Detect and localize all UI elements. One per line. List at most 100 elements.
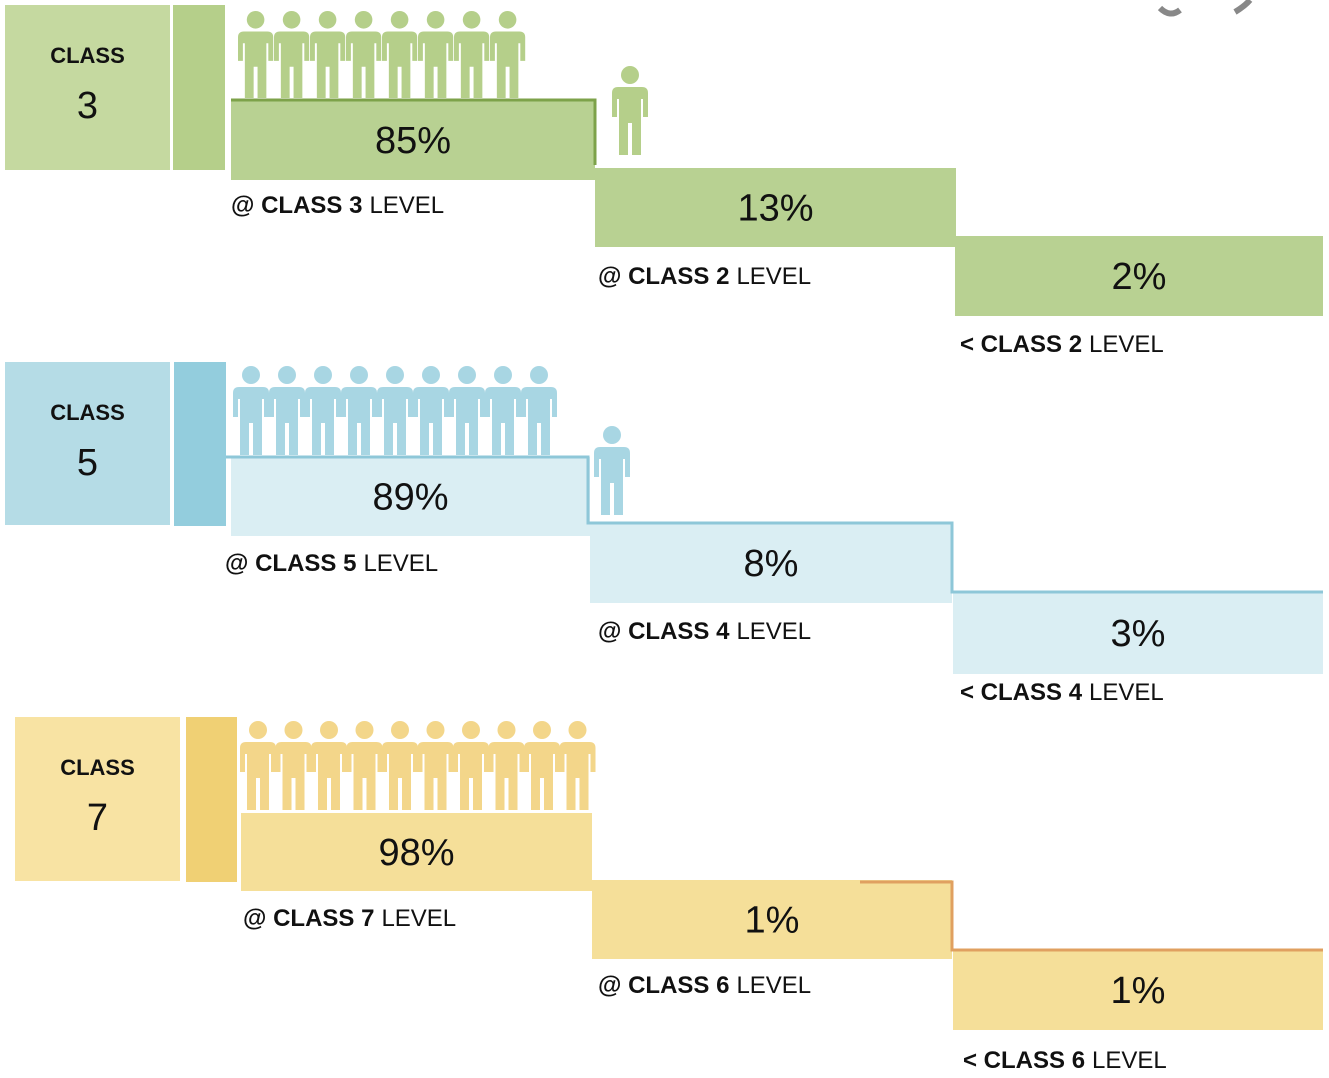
head xyxy=(462,10,481,29)
body xyxy=(274,31,310,99)
body xyxy=(233,387,269,455)
class-label: CLASS xyxy=(60,755,135,780)
step-label: @ CLASS 3 LEVEL xyxy=(231,192,444,219)
head xyxy=(498,10,517,29)
body xyxy=(490,31,526,99)
head xyxy=(355,721,374,739)
person-icon xyxy=(311,721,347,810)
step-value: 8% xyxy=(744,543,799,585)
step-value: 98% xyxy=(378,832,454,874)
label-bold: @ CLASS 3 xyxy=(231,192,362,219)
step-block xyxy=(231,100,595,180)
body xyxy=(382,742,418,810)
step-value: 1% xyxy=(745,900,800,942)
head xyxy=(354,10,373,29)
head xyxy=(462,721,480,739)
step-line xyxy=(231,98,597,165)
head xyxy=(318,10,337,29)
person-icon xyxy=(382,10,418,99)
person-icon xyxy=(418,10,454,99)
person-icon xyxy=(454,10,490,99)
person-icon xyxy=(240,721,276,810)
person-icon xyxy=(594,426,630,515)
body xyxy=(377,387,413,455)
person-icon xyxy=(275,721,312,810)
body xyxy=(275,742,312,810)
head xyxy=(494,366,512,384)
label-rest: LEVEL xyxy=(1089,679,1164,706)
head xyxy=(530,366,548,384)
head xyxy=(391,721,409,739)
head xyxy=(568,721,587,739)
label-bold: @ CLASS 7 xyxy=(243,905,374,932)
step-value: 3% xyxy=(1111,613,1166,655)
head xyxy=(426,721,445,739)
step-label: @ CLASS 4 LEVEL xyxy=(598,618,811,645)
label-rest: LEVEL xyxy=(736,972,811,999)
head xyxy=(246,10,265,29)
label-rest: LEVEL xyxy=(736,263,811,290)
head xyxy=(242,366,260,384)
step-block xyxy=(592,880,952,959)
body xyxy=(418,31,454,99)
step-label: < CLASS 4 LEVEL xyxy=(960,679,1164,706)
body xyxy=(524,742,560,810)
class-number: 5 xyxy=(77,442,98,484)
decoration xyxy=(1157,0,1253,17)
step-label: @ CLASS 6 LEVEL xyxy=(598,972,811,999)
step-line xyxy=(226,455,1323,594)
class-label: CLASS xyxy=(50,400,125,425)
step-label: @ CLASS 7 LEVEL xyxy=(243,905,456,932)
body xyxy=(413,387,449,455)
person-icon xyxy=(449,366,485,455)
person-icon xyxy=(612,66,648,155)
body xyxy=(594,447,630,515)
body xyxy=(311,742,347,810)
head xyxy=(621,66,639,84)
head xyxy=(314,366,332,384)
body xyxy=(269,387,305,455)
step-block xyxy=(241,813,592,891)
class-bar xyxy=(173,5,225,170)
body xyxy=(449,387,485,455)
body xyxy=(305,387,341,455)
label-bold: < CLASS 2 xyxy=(960,331,1082,358)
head xyxy=(282,10,301,29)
label-rest: LEVEL xyxy=(1089,331,1164,358)
head xyxy=(390,10,409,29)
step-block xyxy=(955,236,1323,316)
head xyxy=(458,366,476,384)
step-block xyxy=(590,523,952,603)
person-icon xyxy=(524,721,560,810)
person-icon xyxy=(521,366,557,455)
person-icon xyxy=(413,366,449,455)
head xyxy=(422,366,440,384)
head xyxy=(603,426,621,444)
class-label: CLASS xyxy=(50,43,125,68)
head xyxy=(249,721,267,739)
step-block xyxy=(953,592,1323,674)
head xyxy=(320,721,338,739)
class-number: 3 xyxy=(77,85,98,127)
person-icon xyxy=(382,721,418,810)
step-line xyxy=(860,880,1323,952)
person-icon xyxy=(305,366,341,455)
person-icon xyxy=(485,366,521,455)
body xyxy=(521,387,557,455)
person-icon xyxy=(233,366,269,455)
head xyxy=(533,721,551,739)
person-icon xyxy=(490,10,526,99)
person-icon xyxy=(238,10,274,99)
person-icon xyxy=(346,721,383,810)
body xyxy=(485,387,521,455)
class-bar xyxy=(186,717,237,882)
head xyxy=(284,721,303,739)
step-label: < CLASS 2 LEVEL xyxy=(960,331,1164,358)
label-rest: LEVEL xyxy=(363,550,438,577)
label-bold: @ CLASS 4 xyxy=(598,618,730,645)
class-bar xyxy=(174,362,226,526)
body xyxy=(341,387,377,455)
person-icon xyxy=(269,366,305,455)
body xyxy=(454,31,490,99)
